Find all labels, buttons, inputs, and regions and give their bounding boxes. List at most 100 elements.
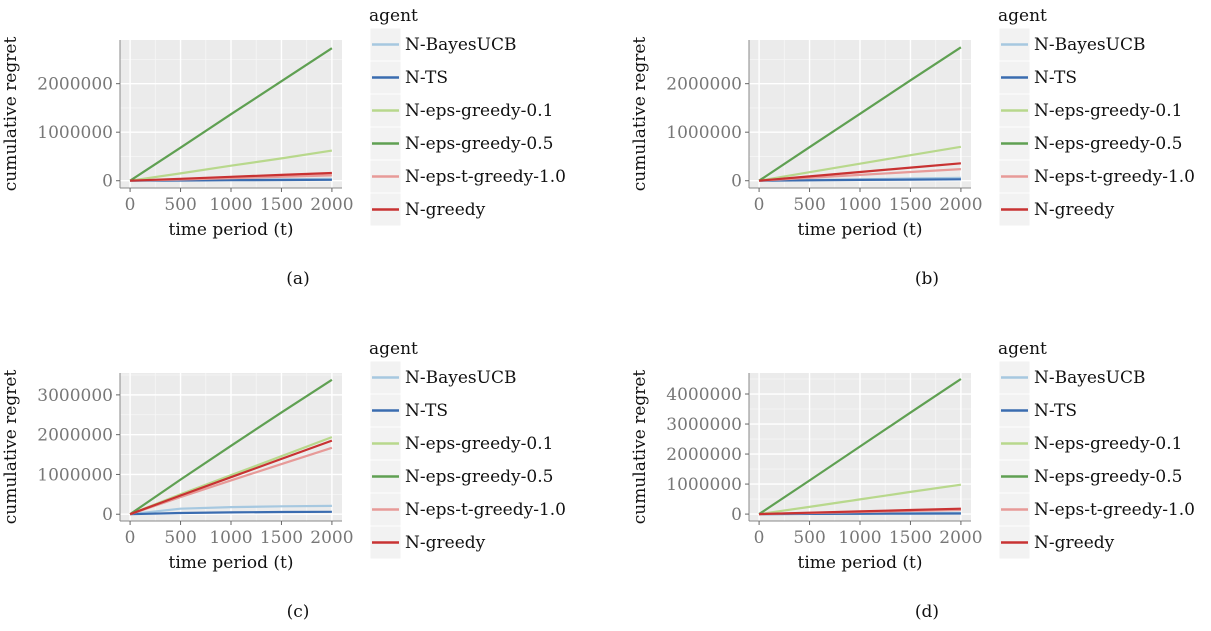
legend-label: N-BayesUCB (405, 368, 516, 388)
y-axis-label: cumulative regret (630, 37, 650, 192)
x-tick-label: 2000 (939, 195, 982, 215)
x-tick-label: 1500 (260, 195, 303, 215)
legend-label: N-eps-greedy-0.5 (1034, 134, 1182, 154)
x-tick-label: 1000 (209, 528, 252, 548)
legend-label: N-eps-t-greedy-1.0 (1034, 500, 1195, 520)
legend-label: N-BayesUCB (1034, 35, 1145, 55)
series-line-N-eps-greedy-0.5 (129, 378, 333, 516)
x-tick-label: 2000 (939, 528, 982, 548)
y-tick-label: 0 (102, 172, 113, 192)
x-tick-label: 2000 (310, 195, 353, 215)
y-tick-label: 2000000 (37, 426, 113, 446)
series-line-N-greedy (759, 507, 961, 516)
legend-label: N-TS (405, 68, 448, 88)
legend-label: N-eps-greedy-0.5 (405, 467, 553, 487)
y-tick-label: 0 (731, 505, 742, 525)
legend-label: N-greedy (1034, 533, 1115, 553)
y-tick-label: 1000000 (37, 465, 113, 485)
legend-label: N-TS (1034, 401, 1077, 421)
x-tick-label: 1500 (889, 528, 932, 548)
series-line-N-TS (759, 178, 961, 182)
panel-caption: (a) (286, 269, 309, 289)
series-line-N-eps-greedy-0.1 (758, 145, 962, 182)
legend-label: N-eps-greedy-0.1 (405, 101, 553, 121)
legend-label: N-BayesUCB (1034, 368, 1145, 388)
x-tick-label: 500 (164, 195, 196, 215)
y-tick-label: 1000000 (666, 123, 742, 143)
series-line-N-greedy (130, 171, 332, 182)
y-tick-label: 2000000 (666, 445, 742, 465)
legend-label: N-eps-greedy-0.1 (1034, 434, 1182, 454)
legend-label: N-eps-greedy-0.1 (1034, 101, 1182, 121)
x-tick-label: 500 (793, 195, 825, 215)
y-tick-label: 2000000 (666, 75, 742, 95)
y-tick-label: 4000000 (666, 385, 742, 405)
gridlines (749, 40, 971, 188)
chart-panel-1: 0 500 1000 1500 2000 0 1000000 2000000 time peri… (630, 6, 1195, 289)
legend-label: N-eps-greedy-0.1 (405, 434, 553, 454)
series-line-N-greedy (759, 162, 961, 182)
y-axis-label: cumulative regret (630, 370, 650, 525)
legend-label: N-eps-greedy-0.5 (1034, 467, 1182, 487)
y-tick-label: 0 (102, 505, 113, 525)
legend-title: agent (369, 6, 418, 26)
y-axis-label: cumulative regret (1, 37, 21, 192)
x-axis-label: time period (t) (169, 553, 294, 573)
legend-label: N-TS (405, 401, 448, 421)
legend-label: N-eps-t-greedy-1.0 (405, 167, 566, 187)
x-tick-label: 0 (754, 528, 765, 548)
x-tick-label: 500 (164, 528, 196, 548)
panel-caption: (c) (287, 602, 310, 622)
legend-label: N-eps-t-greedy-1.0 (1034, 167, 1195, 187)
legend: agent N-BayesUCB N-TS N-eps-greedy-0.1 N-eps… (369, 6, 566, 227)
panel-caption: (b) (915, 269, 939, 289)
legend-label: N-greedy (1034, 200, 1115, 220)
x-tick-label: 1500 (260, 528, 303, 548)
legend: agent N-BayesUCB N-TS N-eps-greedy-0.1 N-eps… (369, 339, 566, 560)
y-tick-label: 1000000 (666, 475, 742, 495)
series-line-N-BayesUCB (129, 504, 332, 516)
series-line-N-greedy (129, 439, 333, 516)
legend: agent N-BayesUCB N-TS N-eps-greedy-0.1 N-eps… (998, 6, 1195, 227)
series-line-N-TS (130, 510, 332, 516)
chart-panel-3: 0 500 1000 1500 2000 0 1000000 2000000 3000000 40… (630, 339, 1195, 622)
y-tick-label: 3000000 (666, 415, 742, 435)
legend-label: N-eps-t-greedy-1.0 (405, 500, 566, 520)
series-line-N-eps-greedy-0.5 (758, 378, 962, 516)
x-axis-label: time period (t) (798, 220, 923, 240)
legend-label: N-BayesUCB (405, 35, 516, 55)
x-axis-label: time period (t) (798, 553, 923, 573)
x-tick-label: 1500 (889, 195, 932, 215)
legend-title: agent (998, 339, 1047, 359)
x-tick-label: 2000 (310, 528, 353, 548)
x-tick-label: 0 (125, 528, 136, 548)
x-tick-label: 1000 (838, 528, 881, 548)
series-line-N-eps-greedy-0.1 (129, 149, 333, 182)
x-axis-label: time period (t) (169, 220, 294, 240)
x-tick-label: 500 (793, 528, 825, 548)
y-tick-label: 3000000 (37, 386, 113, 406)
legend-label: N-eps-greedy-0.5 (405, 134, 553, 154)
panel-caption: (d) (915, 602, 939, 622)
x-tick-label: 0 (125, 195, 136, 215)
x-tick-label: 0 (754, 195, 765, 215)
y-tick-label: 0 (731, 172, 742, 192)
series-line-N-eps-greedy-0.5 (129, 47, 333, 182)
legend-label: N-TS (1034, 68, 1077, 88)
legend-title: agent (369, 339, 418, 359)
legend-label: N-greedy (405, 533, 486, 553)
legend-title: agent (998, 6, 1047, 26)
legend: agent N-BayesUCB N-TS N-eps-greedy-0.1 N-eps… (998, 339, 1195, 560)
y-axis-label: cumulative regret (1, 370, 21, 525)
chart-panel-0: 0 500 1000 1500 2000 0 1000000 2000000 time peri… (1, 6, 566, 289)
legend-label: N-greedy (405, 200, 486, 220)
x-tick-label: 1000 (209, 195, 252, 215)
y-tick-label: 1000000 (37, 123, 113, 143)
y-tick-label: 2000000 (37, 75, 113, 95)
chart-panel-2: 0 500 1000 1500 2000 0 1000000 2000000 3000000 ti… (1, 339, 566, 622)
series-line-N-eps-greedy-0.5 (758, 46, 962, 182)
series-line-N-eps-greedy-0.1 (758, 483, 962, 516)
x-tick-label: 1000 (838, 195, 881, 215)
